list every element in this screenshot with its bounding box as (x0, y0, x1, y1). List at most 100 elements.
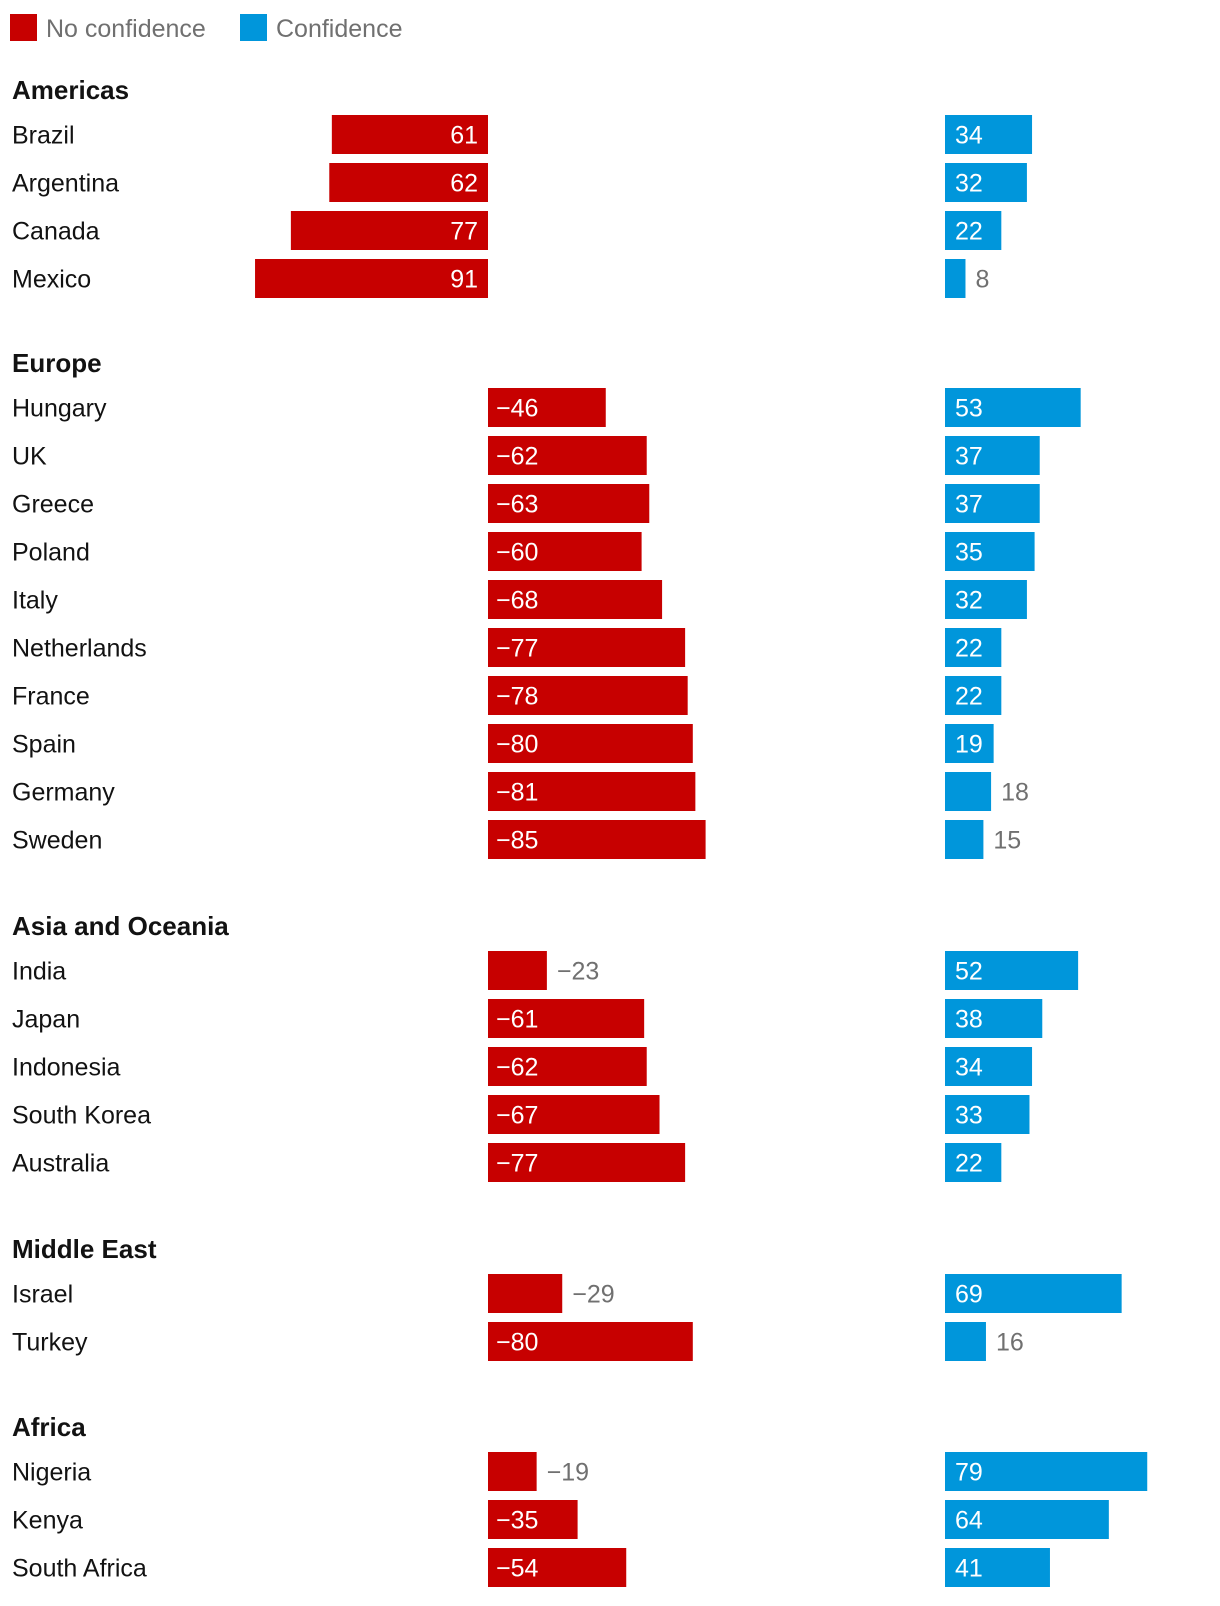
legend-swatch-no-confidence (10, 14, 37, 41)
confidence-bar-south-africa (945, 1548, 1050, 1587)
country-label-canada: Canada (12, 218, 100, 246)
legend-label-no-confidence: No confidence (46, 15, 206, 43)
no-confidence-bar-spain (488, 724, 693, 763)
country-label-greece: Greece (12, 491, 94, 519)
confidence-bar-brazil (945, 115, 1033, 154)
legend-swatch-confidence (240, 14, 267, 41)
confidence-value-spain: 19 (955, 731, 983, 759)
no-confidence-bar-india (488, 951, 547, 990)
confidence-bar-argentina (945, 163, 1027, 202)
country-label-germany: Germany (12, 779, 115, 807)
confidence-bar-mexico (945, 259, 966, 298)
country-label-netherlands: Netherlands (12, 635, 147, 663)
no-confidence-value-uk: −62 (496, 443, 538, 471)
no-confidence-value-france: −78 (496, 683, 538, 711)
no-confidence-bar-sweden (488, 820, 706, 859)
confidence-bar-uk (945, 436, 1040, 475)
confidence-value-germany: 18 (1001, 779, 1029, 807)
confidence-value-uk: 37 (955, 443, 983, 471)
no-confidence-value-south-korea: −67 (496, 1102, 538, 1130)
country-label-turkey: Turkey (12, 1329, 88, 1357)
group-title-middle-east: Middle East (12, 1234, 157, 1264)
confidence-bar-netherlands (945, 628, 1002, 667)
no-confidence-bar-canada (290, 211, 488, 250)
confidence-value-kenya: 64 (955, 1507, 983, 1535)
confidence-value-south-korea: 33 (955, 1102, 983, 1130)
no-confidence-value-indonesia: −62 (496, 1054, 538, 1082)
no-confidence-bar-mexico (255, 259, 488, 298)
no-confidence-bar-indonesia (488, 1047, 647, 1086)
no-confidence-value-japan: −61 (496, 1006, 538, 1034)
confidence-value-australia: 22 (955, 1150, 983, 1178)
confidence-value-netherlands: 22 (955, 635, 983, 663)
country-label-uk: UK (12, 443, 47, 471)
confidence-bar-nigeria (945, 1452, 1148, 1491)
no-confidence-bar-italy (488, 580, 663, 619)
confidence-bar-italy (945, 580, 1027, 619)
no-confidence-value-sweden: −85 (496, 827, 538, 855)
no-confidence-value-netherlands: −77 (496, 635, 538, 663)
no-confidence-value-israel: −29 (572, 1281, 614, 1309)
country-label-israel: Israel (12, 1281, 73, 1309)
confidence-bar-indonesia (945, 1047, 1033, 1086)
no-confidence-bar-nigeria (488, 1452, 537, 1491)
country-label-australia: Australia (12, 1150, 109, 1178)
no-confidence-value-india: −23 (557, 958, 599, 986)
no-confidence-bar-israel (488, 1274, 563, 1313)
confidence-bar-canada (945, 211, 1002, 250)
no-confidence-value-italy: −68 (496, 587, 538, 615)
no-confidence-bar-france (488, 676, 688, 715)
confidence-value-greece: 37 (955, 491, 983, 519)
country-label-poland: Poland (12, 539, 90, 567)
country-label-south-africa: South Africa (12, 1555, 147, 1583)
no-confidence-bar-south-africa (488, 1548, 627, 1587)
group-title-europe: Europe (12, 348, 102, 378)
no-confidence-value-nigeria: −19 (547, 1459, 589, 1487)
group-title-americas: Americas (12, 75, 129, 105)
confidence-value-poland: 35 (955, 539, 983, 567)
confidence-value-india: 52 (955, 958, 983, 986)
no-confidence-bar-uk (488, 436, 647, 475)
confidence-value-israel: 69 (955, 1281, 983, 1309)
no-confidence-value-mexico: 91 (450, 266, 478, 294)
group-title-asia-and-oceania: Asia and Oceania (12, 911, 229, 941)
country-label-italy: Italy (12, 587, 58, 615)
confidence-bar-greece (945, 484, 1040, 523)
confidence-value-indonesia: 34 (955, 1054, 983, 1082)
no-confidence-bar-germany (488, 772, 696, 811)
confidence-value-hungary: 53 (955, 395, 983, 423)
confidence-value-sweden: 15 (993, 827, 1021, 855)
country-label-france: France (12, 683, 90, 711)
confidence-value-turkey: 16 (996, 1329, 1024, 1357)
country-label-mexico: Mexico (12, 266, 91, 294)
confidence-bar-south-korea (945, 1095, 1030, 1134)
confidence-value-canada: 22 (955, 218, 983, 246)
confidence-bar-poland (945, 532, 1035, 571)
confidence-value-brazil: 34 (955, 122, 983, 150)
no-confidence-value-greece: −63 (496, 491, 538, 519)
confidence-value-argentina: 32 (955, 170, 983, 198)
confidence-bar-spain (945, 724, 994, 763)
no-confidence-value-brazil: 61 (450, 122, 478, 150)
confidence-value-nigeria: 79 (955, 1459, 983, 1487)
no-confidence-bar-argentina (329, 163, 488, 202)
confidence-value-italy: 32 (955, 587, 983, 615)
confidence-bar-turkey (945, 1322, 986, 1361)
no-confidence-value-turkey: −80 (496, 1329, 538, 1357)
no-confidence-bar-greece (488, 484, 650, 523)
country-label-sweden: Sweden (12, 827, 102, 855)
country-label-indonesia: Indonesia (12, 1054, 121, 1082)
no-confidence-bar-netherlands (488, 628, 686, 667)
confidence-value-south-africa: 41 (955, 1555, 983, 1583)
country-label-brazil: Brazil (12, 122, 75, 150)
no-confidence-bar-japan (488, 999, 645, 1038)
confidence-bar-israel (945, 1274, 1122, 1313)
no-confidence-bar-turkey (488, 1322, 693, 1361)
no-confidence-value-south-africa: −54 (496, 1555, 539, 1583)
confidence-bar-hungary (945, 388, 1081, 427)
no-confidence-bar-brazil (331, 115, 488, 154)
no-confidence-value-canada: 77 (450, 218, 478, 246)
no-confidence-value-kenya: −35 (496, 1507, 538, 1535)
confidence-bar-france (945, 676, 1002, 715)
